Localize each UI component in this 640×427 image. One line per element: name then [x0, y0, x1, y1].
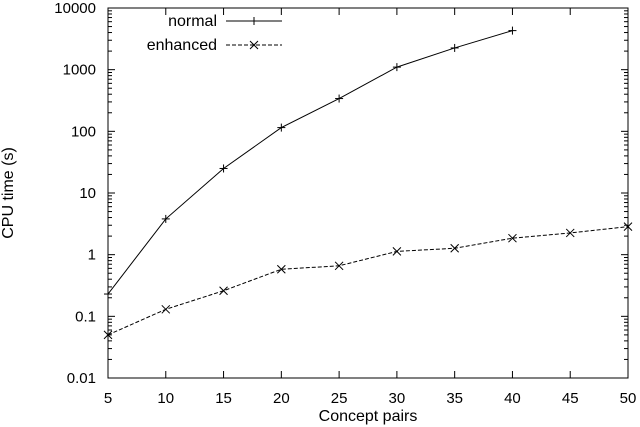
marker-stroke [249, 40, 259, 50]
legend-label: normal [168, 13, 217, 30]
marker-stroke [392, 247, 402, 256]
legend-item-normal: normal [168, 13, 282, 30]
plus-marker [335, 94, 344, 103]
cross-marker [450, 243, 460, 253]
marker-stroke [450, 243, 460, 253]
y-tick-label: 10 [79, 185, 96, 202]
y-tick-label: 1000 [63, 62, 96, 79]
plus-marker [104, 290, 112, 299]
plus-marker [161, 214, 170, 223]
cross-marker [161, 304, 171, 314]
y-tick-label: 0.1 [75, 308, 96, 325]
cross-marker [565, 228, 575, 238]
x-axis-label: Concept pairs [319, 408, 418, 425]
series-enhanced [103, 222, 633, 340]
marker-stroke [161, 304, 171, 314]
marker-stroke [103, 330, 113, 340]
axis-ticks [107, 7, 629, 379]
marker-stroke [219, 286, 228, 296]
y-tick-label: 1 [88, 247, 96, 264]
series-line-normal [107, 30, 513, 295]
x-tick-label: 5 [104, 390, 112, 407]
marker-stroke [276, 264, 286, 274]
x-tick-label: 30 [389, 390, 406, 407]
marker-stroke [565, 228, 575, 238]
plot-frame [107, 7, 629, 379]
x-tick-label: 35 [446, 390, 463, 407]
y-tick-label: 10000 [54, 0, 96, 17]
series-line-enhanced [107, 226, 629, 336]
plus-marker [508, 26, 517, 35]
x-tick-label: 45 [562, 390, 579, 407]
cross-marker [334, 261, 344, 271]
cross-marker [219, 286, 228, 296]
cross-marker [392, 247, 402, 256]
cross-marker [103, 330, 113, 340]
plus-marker [277, 123, 286, 132]
marker-stroke [334, 261, 344, 271]
series-normal [104, 26, 517, 299]
cross-marker [623, 222, 633, 231]
plus-marker [250, 17, 258, 25]
cross-marker [508, 233, 517, 243]
x-tick-label: 50 [620, 390, 637, 407]
legend-item-enhanced: enhanced [147, 37, 282, 54]
marker-stroke [623, 222, 633, 231]
axis-tick-labels: 5 10 15 20 25 30 35 40 45 50 0.01 0.1 1 10 100 1000 1000… [54, 0, 636, 407]
x-tick-label: 25 [331, 390, 348, 407]
legend: normal enhanced [147, 13, 282, 54]
x-tick-label: 10 [157, 390, 174, 407]
cross-marker [249, 40, 259, 50]
x-tick-label: 40 [504, 390, 521, 407]
plus-marker [219, 164, 228, 173]
plus-marker [450, 43, 459, 52]
plus-marker [392, 63, 401, 72]
x-tick-label: 15 [215, 390, 232, 407]
series-layer [103, 26, 633, 340]
marker-stroke [508, 233, 517, 243]
y-tick-label: 100 [71, 123, 96, 140]
y-tick-label: 0.01 [67, 370, 96, 387]
x-tick-label: 20 [273, 390, 290, 407]
legend-label: enhanced [147, 37, 217, 54]
cross-marker [276, 264, 286, 274]
y-axis-label: CPU time (s) [0, 147, 17, 239]
